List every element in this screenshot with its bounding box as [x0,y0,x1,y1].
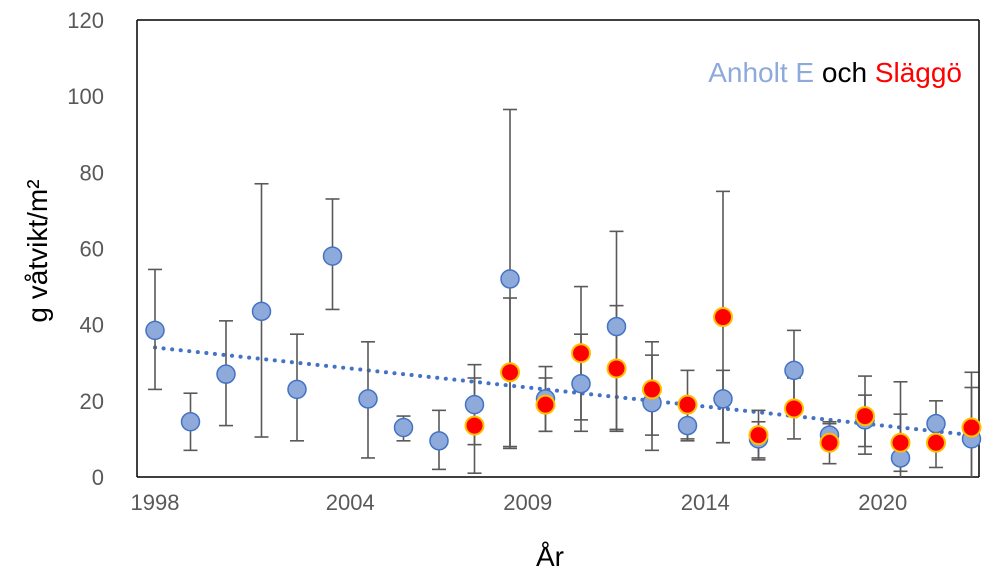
anholt-point [358,389,378,409]
y-tick-label: 20 [80,389,104,414]
plot-area [136,19,980,478]
anholt-point [287,379,307,400]
anholt-point [251,301,272,322]
x-tick-label: 2004 [326,490,375,515]
y-axis-title: g våtvikt/m² [22,179,53,322]
slaggo-point [642,379,662,400]
slaggo-point [784,398,804,419]
slaggo-point [961,417,982,438]
slaggo-point [855,406,875,427]
x-tick-label: 2020 [858,490,907,515]
anholt-point [500,269,520,289]
x-axis-title: År [536,541,564,572]
legend-connector-label: och [822,57,867,88]
slaggo-point [571,343,591,364]
anholt-point [429,431,449,451]
legend-slaggo-label: Släggö [875,57,962,88]
slaggo-point [535,394,556,415]
slaggo-point [890,432,911,453]
legend-anholt-label: Anholt E [708,57,814,88]
x-tick-label: 2014 [681,490,730,515]
slaggo-point [748,425,769,446]
slaggo-point [500,362,520,383]
y-tick-label: 120 [67,8,104,33]
anholt-point [713,389,733,409]
slaggo-point [677,394,698,415]
legend: Anholt E och Släggö [708,57,962,88]
marker-layer [145,246,982,468]
anholt-point [926,413,946,434]
anholt-point [216,364,236,384]
y-tick-label: 0 [92,465,104,490]
anholt-point [145,320,165,341]
anholt-point [464,394,485,415]
slaggo-point [819,432,840,453]
anholt-point [180,412,201,432]
anholt-point [677,415,698,436]
x-tick-label: 1998 [131,490,180,515]
anholt-point [784,360,804,381]
anholt-point [606,316,627,337]
anholt-point [571,373,591,394]
trendline-layer [153,345,974,438]
slaggo-point [926,432,946,453]
y-tick-label: 60 [80,237,104,262]
y-axis-tick-labels: 0 20 40 60 80 100 120 [67,8,104,490]
y-tick-label: 80 [80,160,104,185]
anholt-point [322,246,343,266]
x-axis-tick-labels: 1998 2004 2009 2014 2020 [131,490,908,515]
trendline [153,345,974,438]
slaggo-point [606,358,627,379]
slaggo-point [464,415,485,436]
x-tick-label: 2009 [503,490,552,515]
y-tick-label: 40 [80,313,104,338]
slaggo-point [713,307,733,328]
y-tick-label: 100 [67,84,104,109]
anholt-point [393,417,414,438]
